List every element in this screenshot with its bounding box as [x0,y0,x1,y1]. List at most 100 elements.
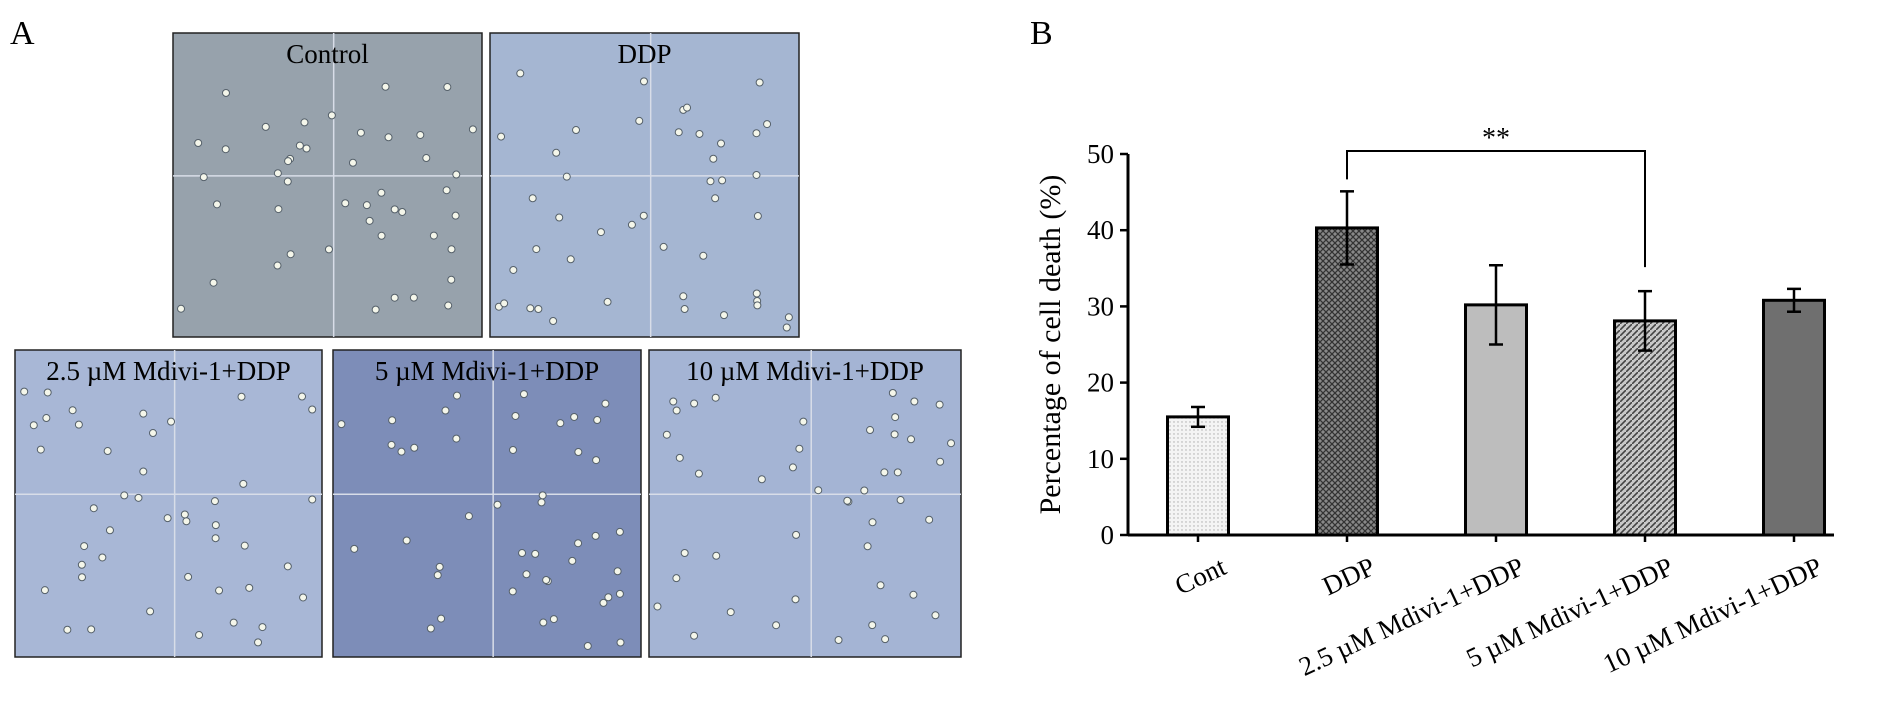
cell [390,293,399,302]
cell [273,261,282,270]
cell [683,103,692,112]
cell [603,297,612,306]
cell [753,212,762,221]
cell [680,305,689,314]
cell [593,416,602,425]
cell [261,122,270,131]
cell [410,443,419,452]
error-bar [1191,405,1205,429]
cell [880,468,889,477]
cell [542,576,551,585]
cell [672,406,681,415]
micrograph [172,32,483,338]
cell [866,426,875,435]
cell [212,200,221,209]
cell [556,419,565,428]
cell [416,130,425,139]
cell [388,416,397,425]
x-tick-label: Cont [1170,551,1231,601]
cell [788,463,797,472]
cell [516,69,525,78]
cell [381,82,390,91]
cell [863,542,872,551]
cell [881,635,890,644]
cell [308,495,317,504]
cell [98,553,107,562]
cell [42,414,51,423]
cell [653,602,662,611]
cell [568,556,577,565]
cell [283,177,292,186]
bar [1166,415,1230,537]
cell [680,549,689,558]
cell [146,607,155,616]
cell [327,111,336,120]
cell [447,275,456,284]
cell [566,255,575,264]
cell [596,228,605,237]
cell [468,125,477,134]
cell [659,242,668,251]
cell [532,245,541,254]
x-tick-label: DDP [1318,551,1380,601]
cell [284,157,293,166]
cell [398,207,407,216]
cell [308,405,317,414]
cell [163,514,172,523]
cell [896,496,905,505]
micrograph [648,349,962,658]
cell [834,635,843,644]
micrograph-label: DDP [617,39,671,69]
cell [36,445,45,454]
cell [522,570,531,579]
cell [283,562,292,571]
cell [712,551,721,560]
cell [371,305,380,314]
y-tick-label: 50 [1087,139,1114,169]
cell [711,393,720,402]
cell [451,211,460,220]
cell [362,201,371,210]
cell [105,526,114,535]
cell [120,491,129,500]
cell [753,301,762,310]
cell [74,420,83,429]
significance-bracket [1346,150,1646,268]
cell [274,205,283,214]
cell [679,292,688,301]
cell [80,542,89,551]
cell [711,194,720,203]
cell [526,304,535,313]
cell [675,453,684,462]
cell [709,154,718,163]
cell [348,158,357,167]
cell [615,527,624,536]
cell [87,625,96,634]
cell [755,78,764,87]
cell [782,323,791,332]
cell [429,231,438,240]
cell [792,530,801,539]
cell [574,448,583,457]
cell [752,289,761,298]
cell [239,479,248,488]
cell [519,390,528,399]
cell [500,299,509,308]
cell [300,118,309,127]
cell [509,445,518,454]
cell [757,475,766,484]
micrograph-label: 5 µM Mdivi-1+DDP [375,356,599,386]
cell [925,515,934,524]
cell [377,188,386,197]
cell [409,293,418,302]
cell [139,409,148,418]
cell [791,595,800,604]
cell [662,430,671,439]
cell [180,510,189,519]
bar [1613,319,1677,537]
cell [601,399,610,408]
cell [669,397,678,406]
cell [464,512,473,521]
cell [690,399,699,408]
